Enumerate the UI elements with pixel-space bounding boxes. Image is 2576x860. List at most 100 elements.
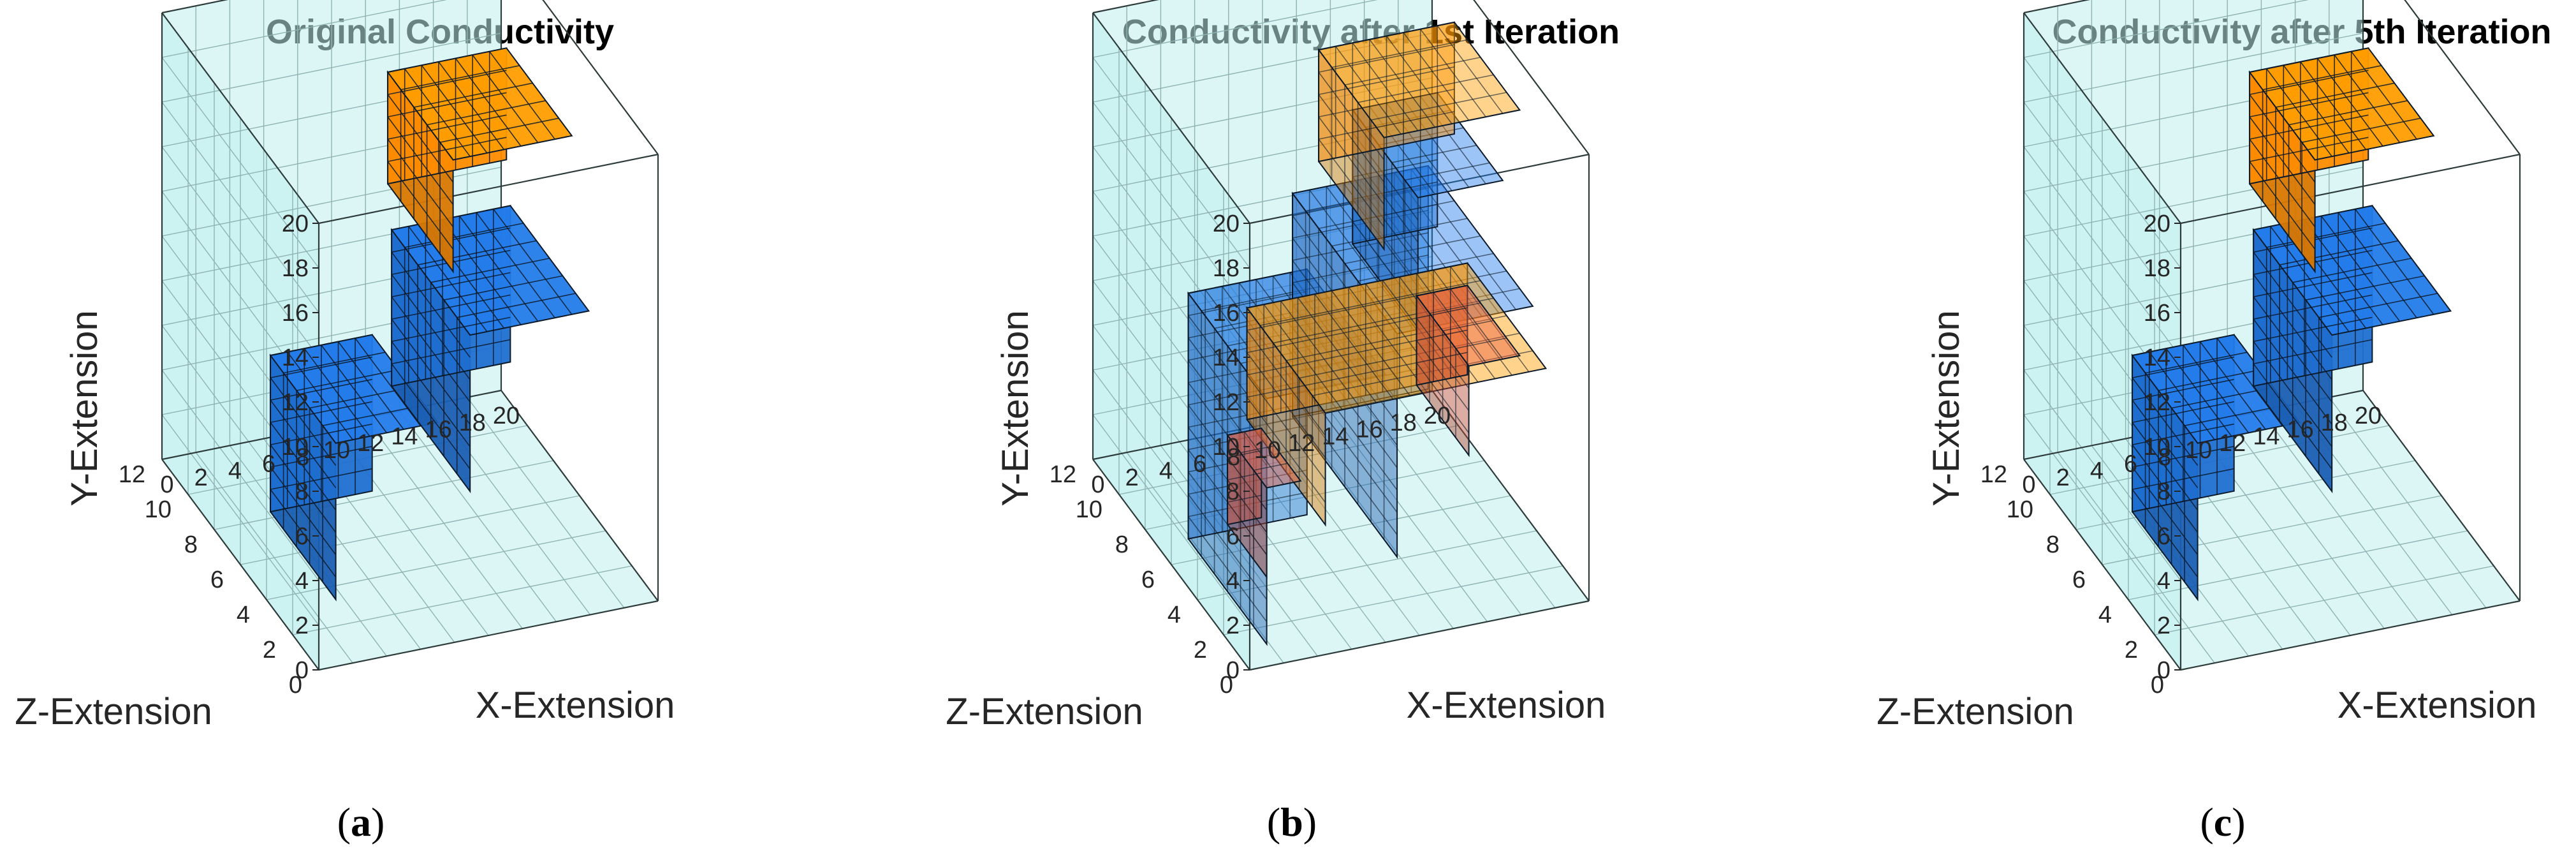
grid-line	[2128, 530, 2468, 600]
x-tick-label: 2	[194, 464, 208, 491]
blue-block-left	[2131, 334, 2301, 602]
voxel-line	[2132, 423, 2234, 445]
voxel-line	[444, 275, 563, 300]
voxel-line	[438, 61, 505, 150]
box-edge	[2023, 12, 2181, 224]
voxel-line	[1188, 492, 1307, 517]
y-tick-label: 12	[282, 389, 309, 416]
blue-block-left	[269, 334, 439, 602]
z-tick-label: 8	[2046, 531, 2060, 558]
voxel-line	[1227, 472, 1262, 480]
voxel-line	[2306, 275, 2425, 300]
voxel-line	[1292, 255, 1429, 283]
z-tick-label: 0	[1220, 672, 1233, 699]
panel-caption: (c)	[2200, 799, 2245, 845]
z-tick-label: 6	[1141, 567, 1155, 593]
x-tick-label: 18	[459, 410, 486, 436]
voxel-line	[2132, 401, 2234, 423]
box-edge	[2023, 459, 2181, 671]
voxel-line	[1379, 127, 1464, 146]
voxel-line	[1416, 307, 1468, 319]
z-tick-label: 4	[2098, 602, 2112, 628]
y-tick-label: 20	[282, 211, 309, 237]
y-tick-label: 6	[1226, 523, 1240, 550]
voxel-line	[387, 161, 454, 250]
y-tick-label: 16	[1213, 300, 1240, 327]
voxel-line	[1455, 337, 1507, 349]
voxel-line	[1352, 198, 1419, 288]
box-edge	[2180, 153, 2521, 225]
grid-line	[1092, 211, 1433, 281]
voxel-line	[2149, 352, 2215, 440]
x-tick-label: 16	[2287, 417, 2313, 443]
voxel-line	[304, 348, 370, 437]
voxel-line	[2262, 65, 2382, 91]
y-tick-label: 8	[1226, 478, 1240, 505]
caption-letter: b	[1280, 799, 1303, 845]
y-tick-label: 10	[282, 434, 309, 461]
voxel-line	[2253, 316, 2373, 342]
z-tick-label: 12	[119, 461, 145, 488]
x-tick-label: 0	[160, 471, 173, 498]
grid-line	[161, 0, 447, 58]
voxel-line	[387, 137, 507, 162]
grid-line	[2154, 565, 2494, 635]
voxel-line	[1227, 494, 1262, 503]
voxel-line	[1273, 297, 1494, 344]
grid-line	[240, 495, 580, 565]
voxel-line	[2301, 117, 2421, 143]
grid-line	[161, 33, 502, 103]
y-tick-label: 0	[295, 657, 309, 684]
grid-line	[1092, 167, 1433, 237]
z-axis-label: Z-Extension	[1877, 691, 2074, 732]
voxel-line	[270, 356, 372, 378]
x-tick-label: 2	[1125, 464, 1139, 491]
z-tick-label: 4	[1167, 602, 1181, 628]
voxel-line	[400, 65, 520, 91]
caption-letter: a	[351, 799, 371, 845]
voxel-line	[2253, 339, 2373, 364]
x-tick-label: 8	[1227, 444, 1240, 471]
voxel-line	[387, 92, 507, 117]
voxel-line	[457, 293, 576, 318]
box-edge	[1092, 0, 1160, 14]
voxel-line	[2253, 294, 2373, 320]
x-tick-label: 16	[425, 417, 451, 443]
orange-block	[2248, 47, 2435, 274]
z-tick-label: 12	[1050, 461, 1076, 488]
voxel-line	[1420, 29, 1486, 117]
x-tick-label: 20	[493, 403, 520, 429]
y-tick-label: 14	[1213, 345, 1240, 371]
box-edge	[1249, 600, 1590, 671]
voxel-line	[1285, 315, 1507, 361]
voxel-line	[270, 399, 337, 489]
voxel-line	[270, 445, 372, 468]
voxel-line	[2158, 369, 2260, 391]
chart-panel-1: Conductivity after 1st Iteration02468101…	[946, 0, 1620, 845]
y-axis-label: Y-Extension	[995, 310, 1036, 506]
box-edge	[161, 12, 319, 224]
grid-line	[1092, 256, 1433, 326]
y-tick-label: 14	[282, 345, 309, 371]
box-edge	[1092, 459, 1250, 671]
voxel-line	[418, 240, 537, 265]
y-tick-label: 6	[2157, 523, 2170, 550]
box-edge	[161, 0, 229, 14]
z-tick-label: 2	[263, 637, 276, 664]
voxel-line	[1358, 74, 1494, 103]
z-tick-label: 10	[1076, 496, 1102, 523]
voxel-line	[1386, 36, 1453, 124]
x-tick-label: 6	[1193, 451, 1206, 478]
grid-lines	[1092, 0, 1563, 664]
voxel-line	[1442, 320, 1494, 332]
voxel-line	[1365, 110, 1451, 128]
x-tick-label: 0	[2022, 471, 2035, 498]
voxel-line	[2334, 54, 2401, 144]
voxel-line	[1318, 138, 1385, 228]
grid-line	[1118, 425, 1459, 495]
voxel-line	[283, 352, 386, 374]
voxel-line	[1214, 304, 1333, 329]
voxel-line	[1292, 188, 1429, 216]
chart-panel-2: Conductivity after 5th Iteration02468101…	[1877, 0, 2552, 845]
chart-panel-0: Original Conductivity0246810121416182002…	[15, 0, 675, 845]
